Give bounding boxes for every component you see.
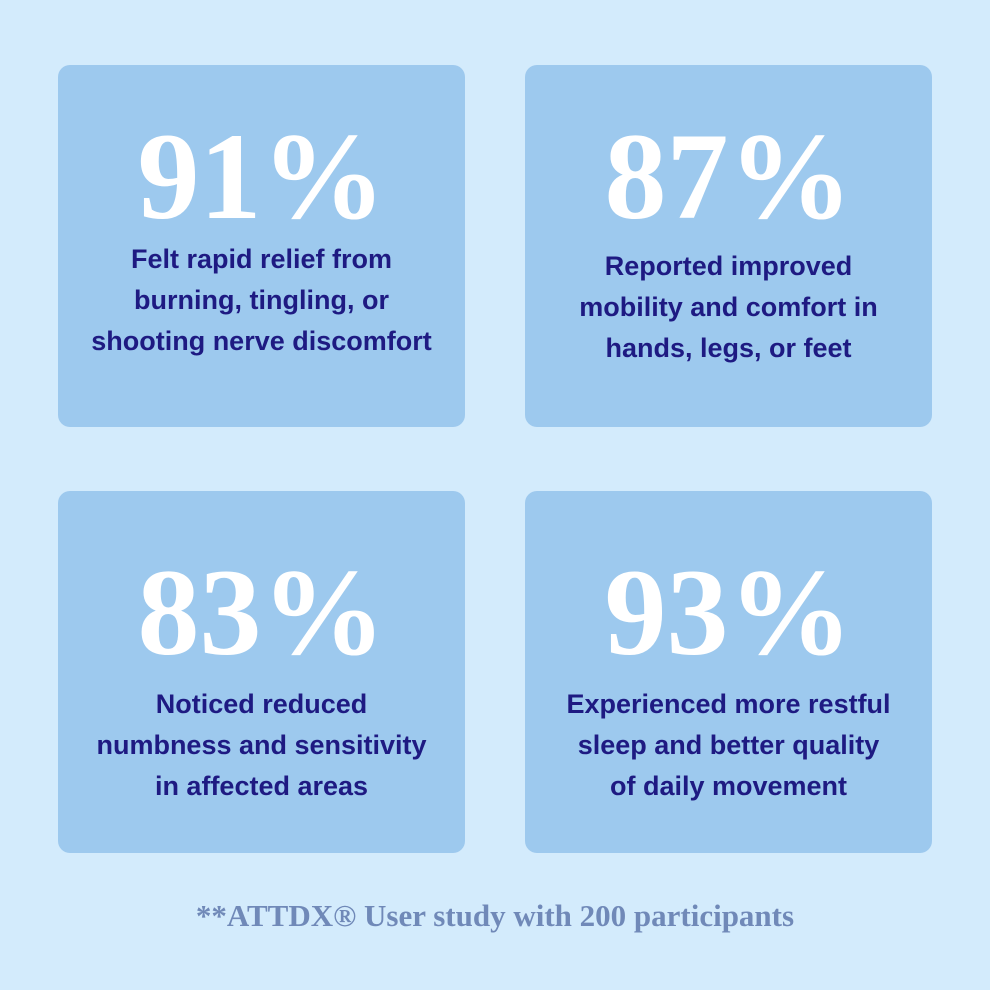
stat-description: Experienced more restful sleep and bette… xyxy=(566,689,891,801)
stat-card-relief: 91% Felt rapid relief from burning, ting… xyxy=(58,65,465,427)
stat-card-numbness: 83% Noticed reduced numbness and sensiti… xyxy=(58,491,465,853)
study-footnote: **ATTDX® User study with 200 participant… xyxy=(195,898,795,933)
stat-value: 87% xyxy=(604,108,853,245)
stat-value: 83% xyxy=(137,544,386,681)
stat-card-sleep: 93% Experienced more restful sleep and b… xyxy=(525,491,932,853)
stat-value: 93% xyxy=(604,544,853,681)
stat-description: Reported improved mobility and comfort i… xyxy=(579,251,878,363)
stat-card-mobility: 87% Reported improved mobility and comfo… xyxy=(525,65,932,427)
stat-description: Felt rapid relief from burning, tingling… xyxy=(91,244,432,356)
stat-description: Noticed reduced numbness and sensitivity… xyxy=(96,689,427,801)
stat-value: 91% xyxy=(137,108,386,245)
